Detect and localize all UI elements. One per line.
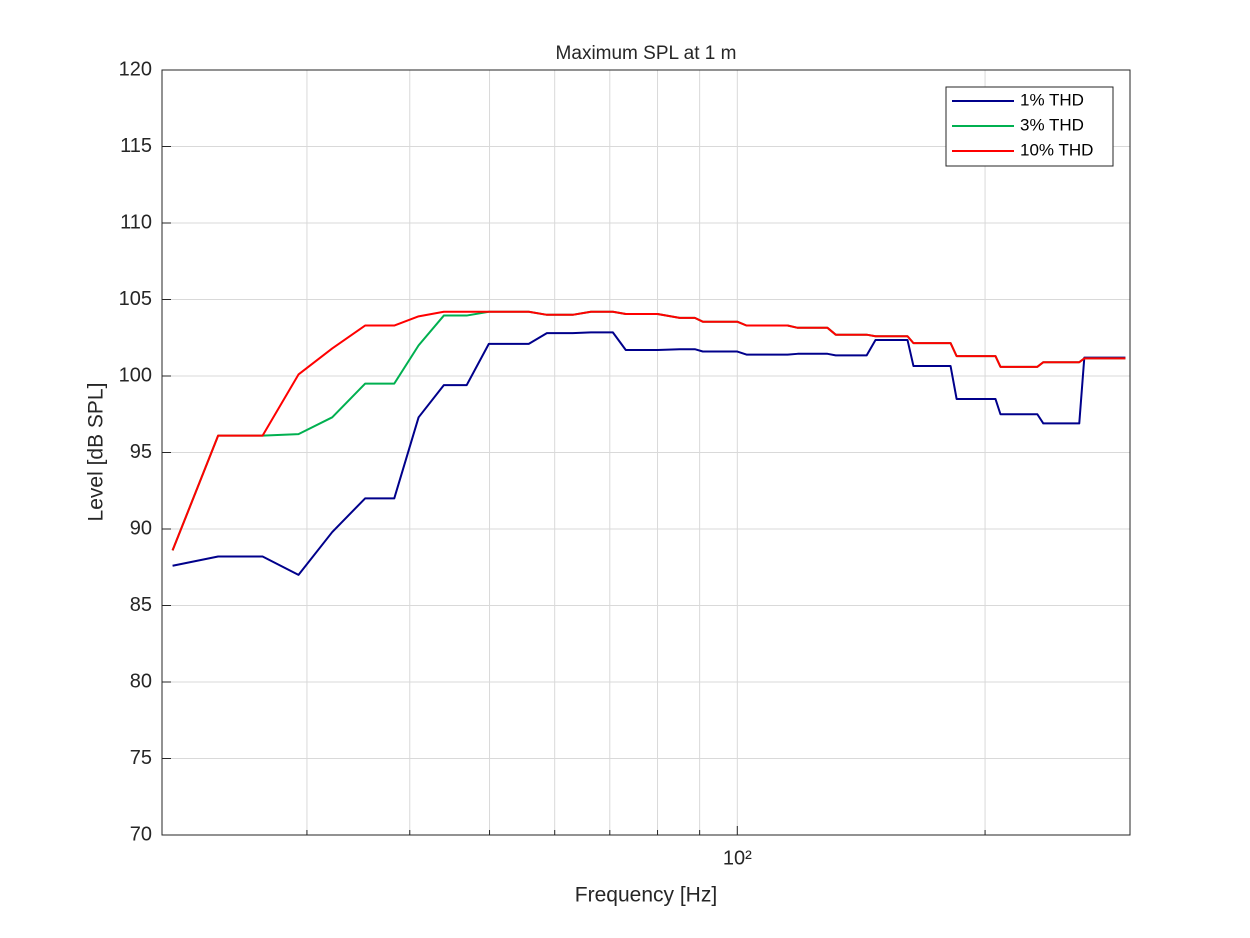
chart-title: Maximum SPL at 1 m: [556, 43, 737, 64]
legend-label: 3% THD: [1020, 115, 1084, 134]
y-tick-label: 105: [119, 288, 152, 310]
legend: 1% THD 3% THD 10% THD: [945, 86, 1114, 167]
legend-label: 1% THD: [1020, 90, 1084, 109]
y-tick-label: 75: [130, 747, 152, 769]
y-tick-label: 95: [130, 441, 152, 463]
y-tick-label: 110: [120, 211, 152, 233]
series-line: [171, 310, 1126, 551]
y-tick-label: 115: [120, 135, 152, 157]
y-tick-label: 90: [130, 517, 152, 539]
series-line: [172, 331, 1126, 576]
y-axis-label: Level [dB SPL]: [85, 383, 108, 522]
y-tick-label: 80: [130, 670, 152, 692]
axes-frame: [161, 69, 1131, 836]
x-axis-label: Frequency [Hz]: [575, 884, 717, 907]
y-tick-label: 70: [130, 823, 152, 845]
x-tick-label: 10²: [723, 847, 752, 869]
y-tick-label: 100: [119, 364, 152, 386]
legend-label: 10% THD: [1020, 140, 1093, 159]
y-tick-label: 85: [130, 594, 152, 616]
y-tick-label: 120: [119, 58, 152, 80]
